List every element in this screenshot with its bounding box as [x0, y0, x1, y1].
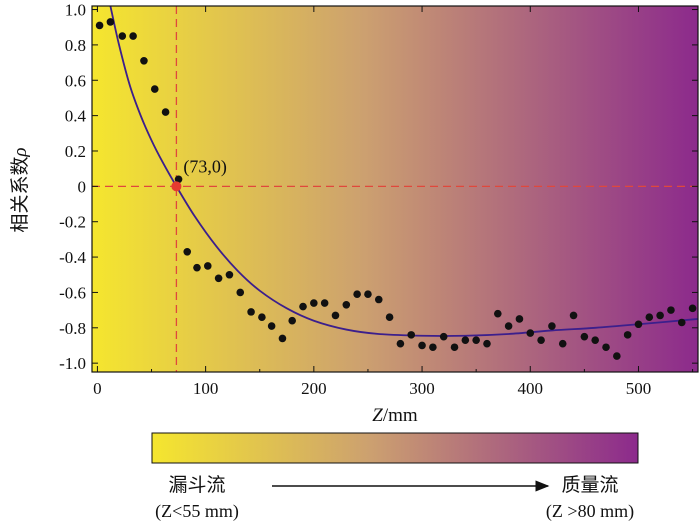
data-point: [174, 175, 183, 184]
y-tick-label: 0.4: [65, 107, 87, 126]
y-tick-label: 0.2: [65, 142, 86, 161]
y-axis-ticks: 1.0 0.8 0.6 0.4 0.2 0 -0.2 -0.4 -0.6 -0.8 -1.0: [59, 1, 698, 373]
highlight-layer: (73,0): [171, 156, 227, 192]
x-tick-label: 300: [409, 379, 435, 398]
y-tick-label: -0.6: [59, 283, 86, 302]
funnel-flow-condition: (Z<55 mm): [155, 501, 239, 522]
data-point: [537, 336, 545, 344]
data-point: [688, 304, 697, 313]
y-tick-label: 0.8: [65, 36, 86, 55]
data-point: [364, 290, 372, 299]
data-point: [118, 32, 127, 40]
data-point: [299, 302, 307, 311]
data-point: [461, 336, 470, 344]
mass-flow-condition: (Z >80 mm): [546, 501, 634, 522]
data-point: [374, 295, 383, 304]
y-tick-label: -0.2: [59, 213, 86, 232]
data-point: [385, 313, 394, 321]
data-point: [504, 322, 513, 330]
x-tick-label: 200: [301, 379, 327, 398]
data-point: [129, 32, 137, 40]
data-point: [267, 322, 276, 330]
data-point: [183, 247, 192, 256]
y-axis-title: 相关系数ρ: [9, 147, 31, 232]
data-point: [591, 336, 599, 344]
data-point: [203, 262, 212, 270]
y-tick-label: -0.8: [59, 319, 86, 338]
data-point: [407, 331, 416, 339]
data-point: [214, 274, 223, 283]
data-point: [667, 306, 675, 314]
mass-flow-label: 质量流: [561, 474, 618, 496]
y-tick-label: 0.6: [65, 71, 86, 90]
intersection-label: (73,0): [183, 156, 227, 177]
data-point: [515, 315, 524, 323]
data-point: [634, 320, 643, 329]
data-point: [548, 322, 556, 330]
intersection-point: [171, 181, 182, 192]
data-point: [225, 270, 234, 279]
y-tick-label: -0.4: [59, 248, 86, 267]
data-point: [439, 332, 448, 341]
colorbar: [151, 432, 639, 464]
data-point: [526, 329, 535, 337]
data-point: [140, 57, 148, 65]
data-point: [580, 332, 589, 341]
data-point: [258, 313, 266, 321]
data-point: [602, 343, 610, 352]
funnel-flow-label: 漏斗流: [168, 474, 225, 496]
data-point: [613, 352, 621, 360]
data-point: [483, 339, 491, 348]
data-point: [247, 308, 255, 316]
data-point: [677, 318, 686, 327]
data-point: [418, 341, 426, 350]
x-tick-label: 400: [518, 379, 544, 398]
data-point: [342, 301, 351, 309]
x-tick-label: 0: [93, 379, 102, 398]
data-point: [623, 331, 632, 339]
data-point: [656, 311, 664, 320]
x-axis-ticks: 0 100 200 300 400 500: [93, 6, 694, 398]
data-point: [645, 313, 654, 321]
data-point: [494, 309, 502, 318]
data-point: [193, 263, 201, 272]
data-point: [353, 290, 361, 299]
data-point: [320, 299, 329, 307]
data-point: [278, 334, 287, 343]
data-points-layer: [95, 18, 697, 360]
data-point: [106, 18, 115, 26]
y-tick-label: 0: [78, 177, 87, 196]
x-axis-title: Z/mm: [372, 405, 418, 426]
data-point: [150, 85, 159, 93]
data-point: [429, 343, 437, 352]
data-point: [236, 288, 245, 297]
data-point: [161, 108, 170, 116]
data-point: [472, 336, 480, 344]
x-tick-label: 500: [626, 379, 652, 398]
data-point: [558, 339, 567, 348]
data-point: [331, 311, 340, 320]
data-point: [95, 21, 104, 30]
data-point: [310, 299, 318, 307]
data-point: [569, 311, 578, 320]
data-point: [450, 343, 459, 352]
plot-background: [92, 6, 698, 372]
x-tick-label: 100: [193, 379, 219, 398]
y-tick-label: 1.0: [65, 1, 86, 20]
y-tick-label: -1.0: [59, 354, 86, 373]
data-point: [396, 339, 405, 348]
plot-frame: [91, 5, 699, 373]
data-point: [288, 316, 296, 325]
